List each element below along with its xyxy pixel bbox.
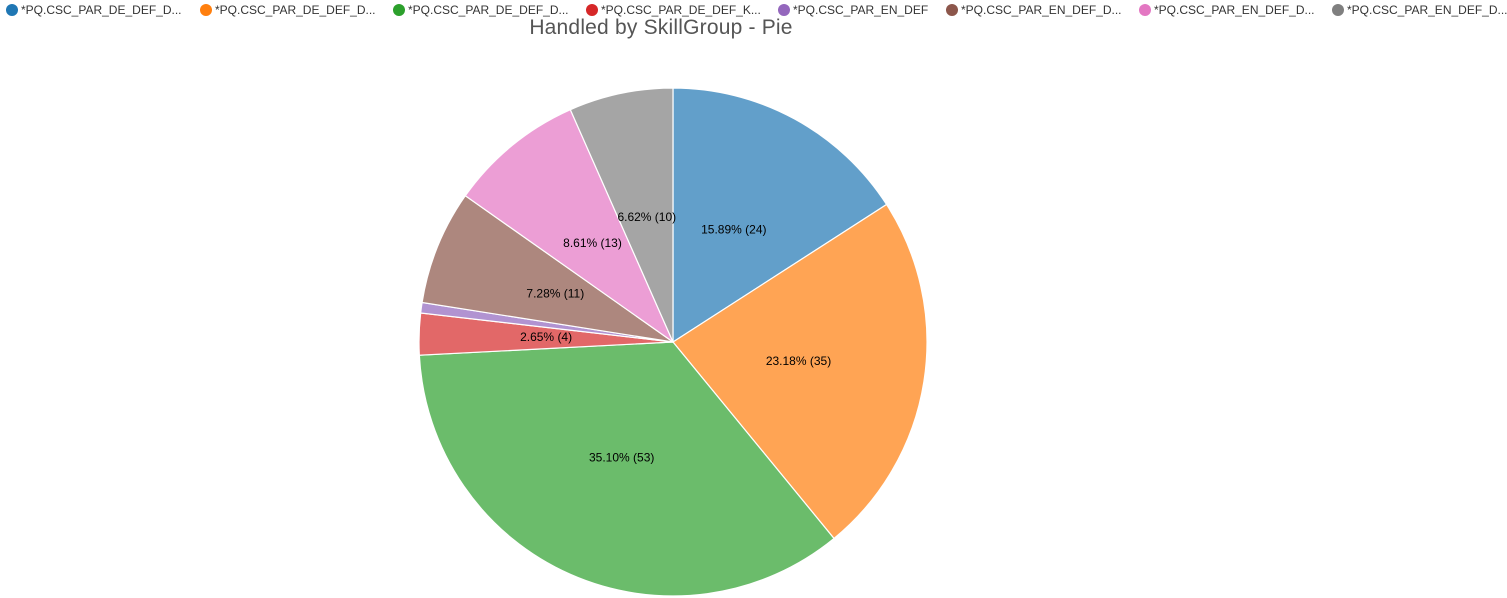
pie-slice[interactable] [672, 203, 928, 540]
slice-data-label: 23.18% (35) [766, 354, 831, 368]
legend-label: *PQ.CSC_PAR_DE_DEF_D... [21, 3, 182, 17]
pie-slice[interactable] [418, 341, 835, 597]
legend-item[interactable]: *PQ.CSC_PAR_DE_DEF_D... [6, 2, 182, 18]
legend-item[interactable]: *PQ.CSC_PAR_DE_DEF_D... [200, 2, 376, 18]
slice-data-label: 2.65% (4) [520, 330, 572, 344]
legend-item[interactable]: *PQ.CSC_PAR_DE_DEF_K... [586, 2, 761, 18]
legend-swatch [946, 4, 958, 16]
pie-slice[interactable] [421, 194, 674, 343]
chart-legend: *PQ.CSC_PAR_DE_DEF_D... *PQ.CSC_PAR_DE_DE… [0, 0, 1507, 20]
legend-label: *PQ.CSC_PAR_EN_DEF [793, 3, 929, 17]
slice-data-label: 7.28% (11) [526, 286, 584, 300]
legend-swatch [6, 4, 18, 16]
legend-item[interactable]: *PQ.CSC_PAR_DE_DEF_D... [393, 2, 569, 18]
pie-slice[interactable] [464, 108, 675, 344]
legend-label: *PQ.CSC_PAR_EN_DEF_D... [1347, 3, 1507, 17]
chart-title: Handled by SkillGroup - Pie [529, 16, 793, 39]
legend-swatch [200, 4, 212, 16]
legend-label: *PQ.CSC_PAR_DE_DEF_K... [601, 3, 761, 17]
slice-data-label: 35.10% (53) [589, 450, 654, 464]
legend-label: *PQ.CSC_PAR_EN_DEF_D... [1154, 3, 1315, 17]
pie-slices [418, 87, 928, 597]
pie-labels: 15.89% (24) 23.18% (35) 35.10% (53) 2.65% (… [520, 210, 831, 465]
legend-swatch [1139, 4, 1151, 16]
legend-label: *PQ.CSC_PAR_DE_DEF_D... [215, 3, 376, 17]
legend-label: *PQ.CSC_PAR_DE_DEF_D... [408, 3, 569, 17]
legend-item[interactable]: *PQ.CSC_PAR_EN_DEF [778, 2, 928, 18]
legend-item[interactable]: *PQ.CSC_PAR_EN_DEF_D... [1332, 2, 1507, 18]
pie-slice[interactable] [672, 87, 888, 344]
slice-data-label: 6.62% (10) [617, 210, 676, 224]
slice-data-label: 15.89% (24) [701, 223, 766, 237]
slice-data-label: 8.61% (13) [563, 236, 622, 250]
legend-swatch [778, 4, 790, 16]
legend-item[interactable]: *PQ.CSC_PAR_EN_DEF_D... [1139, 2, 1315, 18]
legend-label: *PQ.CSC_PAR_EN_DEF_D... [961, 3, 1122, 17]
pie-slice[interactable] [569, 87, 674, 343]
legend-swatch [1332, 4, 1344, 16]
legend-swatch [393, 4, 405, 16]
legend-swatch [586, 4, 598, 16]
legend-item[interactable]: *PQ.CSC_PAR_EN_DEF_D... [946, 2, 1122, 18]
